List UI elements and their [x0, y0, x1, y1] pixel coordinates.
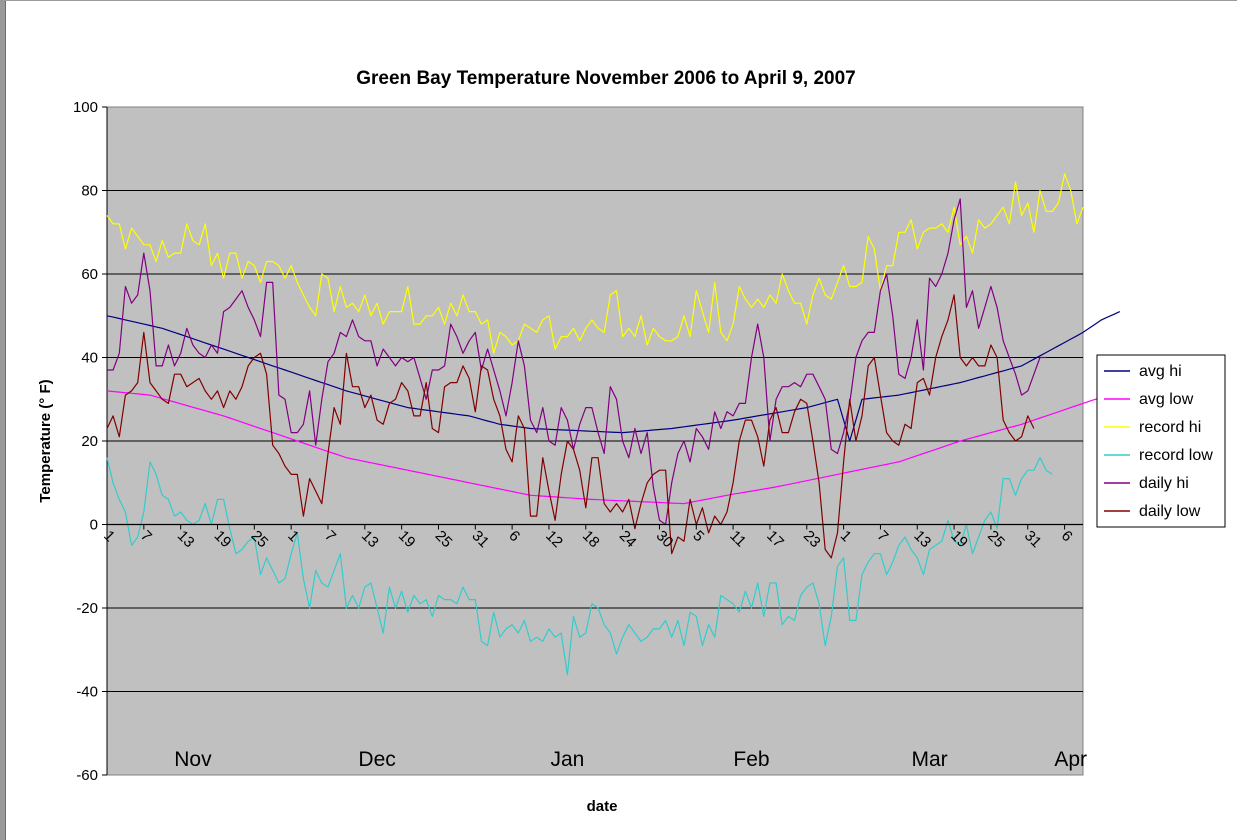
series-avg-low [106, 390, 1120, 505]
month-label: Dec [358, 748, 395, 771]
legend-label: avg hi [1139, 363, 1182, 380]
x-axis-title: date [587, 798, 618, 815]
month-label: Apr [1054, 748, 1087, 771]
y-tick-label: 40 [81, 350, 98, 367]
y-tick-label: 0 [90, 517, 98, 534]
legend-label: daily hi [1139, 475, 1189, 492]
y-tick-label: 20 [81, 433, 98, 450]
chart-title: Green Bay Temperature November 2006 to A… [356, 68, 856, 89]
y-tick-label: -40 [76, 684, 98, 701]
y-tick-label: -20 [76, 600, 98, 617]
month-label: Jan [550, 748, 584, 771]
legend-box [1096, 354, 1226, 528]
y-tick-label: 60 [81, 266, 98, 283]
y-tick-label: 100 [73, 99, 98, 116]
series-daily-hi [107, 198, 1047, 526]
y-axis-title: Temperature (° F) [37, 379, 54, 502]
legend: avg hi avg low record hi record low daily hi… [1096, 354, 1226, 528]
legend-label: avg low [1139, 391, 1194, 408]
y-axis: -60 -40 -20 0 20 40 60 80 100 [73, 99, 108, 784]
legend-label: record low [1139, 447, 1213, 464]
series-record-hi [106, 173, 1084, 354]
month-label: Mar [911, 748, 947, 771]
series-daily-low [106, 294, 1035, 559]
window-top-border [0, 0, 1237, 1]
window-left-border [0, 0, 6, 840]
series-avg-hi [106, 311, 1121, 442]
legend-label: daily low [1139, 503, 1201, 520]
month-label: Nov [174, 748, 212, 771]
month-labels: Nov Dec Jan Feb Mar Apr [174, 748, 1087, 771]
series-record-low [106, 457, 1053, 676]
month-label: Feb [733, 748, 769, 771]
legend-label: record hi [1139, 419, 1201, 436]
series-lines [106, 173, 1121, 676]
gridlines [107, 190, 1083, 692]
y-tick-label: -60 [76, 767, 98, 784]
y-tick-label: 80 [81, 183, 98, 200]
